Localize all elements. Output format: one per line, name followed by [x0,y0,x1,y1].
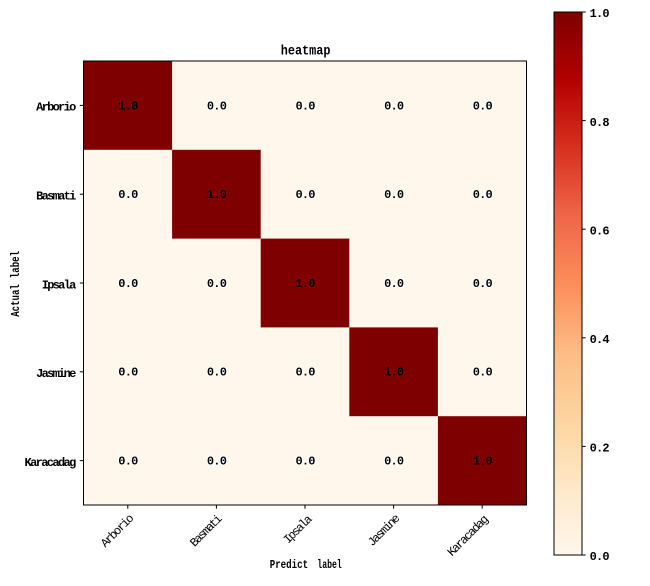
svg-text:0.0: 0.0 [207,99,227,113]
svg-text:1.0: 1.0 [207,188,227,202]
svg-text:0.0: 0.0 [473,99,493,113]
svg-text:Jasmine: Jasmine [36,367,76,381]
svg-text:0.0: 0.0 [207,277,227,291]
svg-text:label: label [9,251,23,278]
svg-text:0.0: 0.0 [384,188,404,202]
svg-text:0.0: 0.0 [118,455,138,469]
svg-text:0.6: 0.6 [590,224,610,238]
svg-text:0.2: 0.2 [590,442,610,456]
svg-text:0.0: 0.0 [296,188,316,202]
svg-text:1.0: 1.0 [118,99,138,113]
svg-text:1.0: 1.0 [296,277,316,291]
svg-text:Basmati: Basmati [36,190,76,204]
svg-text:heatmap: heatmap [281,44,331,60]
svg-text:0.0: 0.0 [118,366,138,380]
svg-text:0.0: 0.0 [473,188,493,202]
svg-text:label: label [317,558,342,572]
svg-text:0.0: 0.0 [384,455,404,469]
svg-text:0.0: 0.0 [296,99,316,113]
svg-text:0.0: 0.0 [384,277,404,291]
svg-text:0.0: 0.0 [296,455,316,469]
svg-text:0.0: 0.0 [384,99,404,113]
svg-text:0.0: 0.0 [296,366,316,380]
svg-text:0.0: 0.0 [207,366,227,380]
svg-text:Karacadag: Karacadag [25,456,77,470]
svg-text:1.0: 1.0 [473,455,493,469]
svg-text:Arborio: Arborio [36,101,76,115]
svg-text:0.8: 0.8 [590,116,610,130]
svg-text:0.0: 0.0 [473,366,493,380]
svg-text:0.0: 0.0 [590,550,610,564]
svg-text:0.4: 0.4 [590,333,610,347]
svg-text:0.0: 0.0 [207,455,227,469]
svg-text:Ipsala: Ipsala [42,278,77,292]
svg-text:0.0: 0.0 [118,188,138,202]
svg-text:0.0: 0.0 [473,277,493,291]
svg-text:1.0: 1.0 [384,366,404,380]
svg-text:Predict: Predict [270,558,309,572]
svg-text:Actual: Actual [9,284,23,317]
svg-text:0.0: 0.0 [118,277,138,291]
svg-text:1.0: 1.0 [590,7,610,21]
